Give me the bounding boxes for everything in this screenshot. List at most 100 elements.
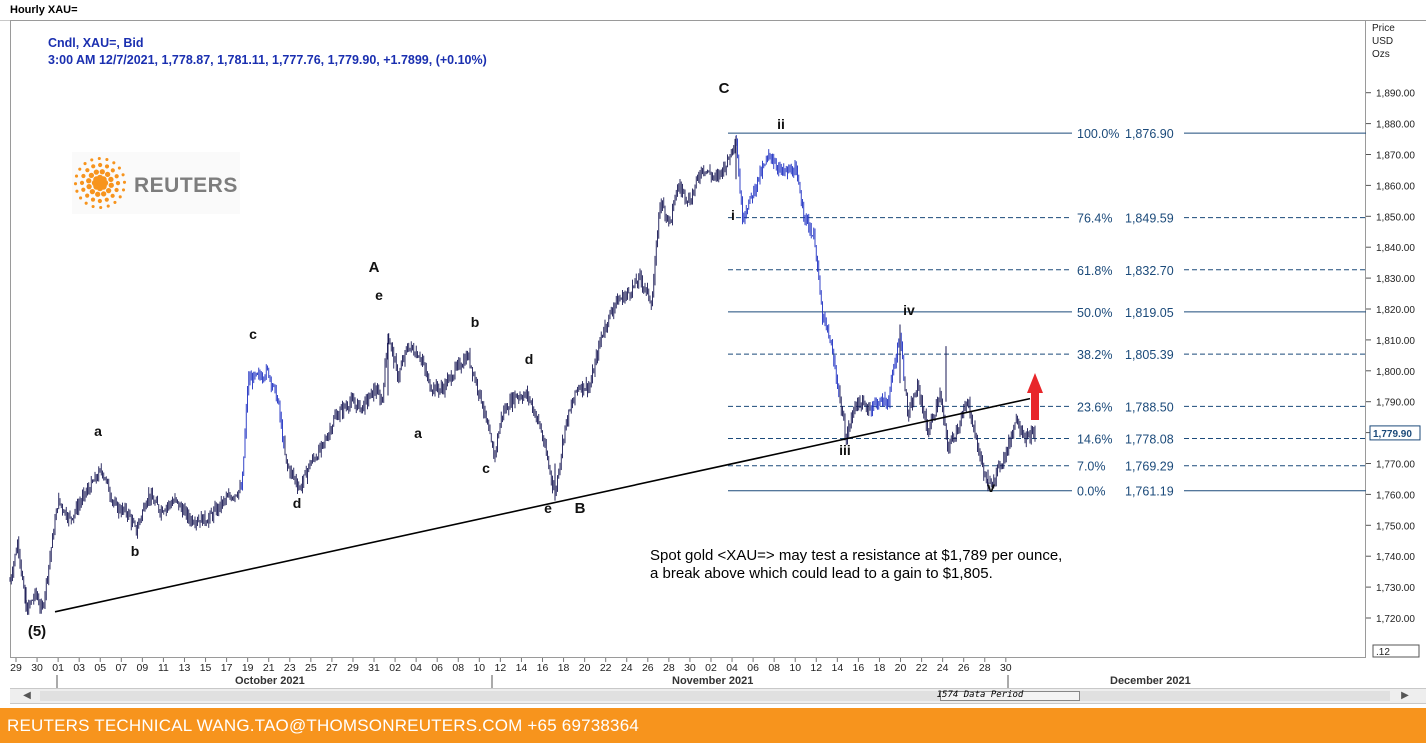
fib-label-bg bbox=[1072, 304, 1184, 319]
breakout-arrow bbox=[1027, 373, 1043, 420]
last-price-label: 1,779.90 bbox=[1373, 429, 1412, 440]
axis-title-currency: USD bbox=[1372, 36, 1394, 47]
price-axis[interactable] bbox=[1366, 20, 1426, 658]
fib-percent-label: 61.8% bbox=[1077, 264, 1112, 278]
scroll-right-icon[interactable]: ▶ bbox=[1401, 690, 1409, 701]
wave-label: c bbox=[482, 460, 490, 476]
fib-percent-label: 100.0% bbox=[1077, 127, 1119, 141]
fib-label-bg bbox=[1072, 126, 1184, 141]
logo-dot bbox=[90, 158, 94, 162]
x-tick-label: 24 bbox=[937, 662, 949, 674]
logo-dot bbox=[114, 187, 119, 193]
x-tick-label: 03 bbox=[73, 662, 85, 674]
x-tick-label: 12 bbox=[495, 662, 507, 674]
x-tick-label: 28 bbox=[979, 662, 991, 674]
x-tick-label: 30 bbox=[31, 662, 43, 674]
scale-box-label: .12 bbox=[1376, 647, 1390, 658]
logo-dot bbox=[112, 161, 116, 165]
scroll-thumb[interactable] bbox=[940, 691, 1080, 701]
fib-label-bg bbox=[1072, 399, 1184, 414]
x-tick-label: 20 bbox=[579, 662, 591, 674]
logo-dot bbox=[99, 205, 103, 210]
x-tick-label: 16 bbox=[853, 662, 865, 674]
logo-dot bbox=[108, 182, 114, 188]
logo-dot bbox=[93, 169, 99, 175]
wave-label: a bbox=[94, 423, 102, 439]
x-tick-label: 22 bbox=[916, 662, 928, 674]
x-tick-label: 18 bbox=[874, 662, 886, 674]
fib-percent-label: 50.0% bbox=[1077, 306, 1112, 320]
logo-dot bbox=[83, 162, 87, 166]
x-tick-label: 23 bbox=[284, 662, 296, 674]
fib-label-bg bbox=[1072, 431, 1184, 446]
x-tick-label: 15 bbox=[200, 662, 212, 674]
x-tick-label: 28 bbox=[663, 662, 675, 674]
x-tick-label: 08 bbox=[452, 662, 464, 674]
scroll-left-icon[interactable]: ◀ bbox=[23, 690, 31, 701]
logo-dot bbox=[84, 201, 88, 205]
fib-percent-label: 38.2% bbox=[1077, 348, 1112, 362]
x-tick-label: 09 bbox=[137, 662, 149, 674]
wave-label: d bbox=[293, 495, 302, 511]
x-tick-label: 14 bbox=[831, 662, 843, 674]
y-axis-ticks: 1,720.00 1,730.00 1,740.00 1,750.00 1,760.00… bbox=[1366, 89, 1421, 658]
y-tick-label: 1,850.00 bbox=[1376, 212, 1415, 223]
x-tick-label: 05 bbox=[94, 662, 106, 674]
logo-dot bbox=[108, 176, 114, 182]
y-tick-label: 1,740.00 bbox=[1376, 552, 1415, 563]
wave-label: (5) bbox=[28, 623, 46, 640]
horizontal-scrollbar[interactable]: ◀ ▶ bbox=[10, 688, 1426, 704]
wave-label: iii bbox=[839, 442, 851, 458]
fib-label-bg bbox=[1072, 347, 1184, 362]
wave-label: e bbox=[375, 287, 383, 303]
axis-title-price: Price bbox=[1372, 23, 1395, 34]
y-tick-label: 1,830.00 bbox=[1376, 274, 1415, 285]
x-tick-label: 04 bbox=[410, 662, 422, 674]
logo-dot bbox=[113, 200, 117, 204]
y-tick-label: 1,790.00 bbox=[1376, 398, 1415, 409]
x-tick-label: 02 bbox=[705, 662, 717, 674]
scroll-track[interactable] bbox=[40, 691, 1390, 701]
logo-dot bbox=[99, 169, 105, 175]
last-price-box bbox=[1369, 425, 1421, 441]
wave-label: i bbox=[731, 207, 735, 223]
wave-label: a bbox=[414, 425, 422, 441]
instrument-header: Cndl, XAU=, Bid bbox=[48, 36, 144, 50]
logo-dot bbox=[73, 182, 78, 186]
logo-dot bbox=[74, 174, 79, 178]
x-tick-label: 29 bbox=[10, 662, 22, 674]
wave-label: A bbox=[369, 259, 380, 276]
logo-dot bbox=[97, 198, 102, 204]
fib-percent-label: 7.0% bbox=[1077, 460, 1106, 474]
y-tick-label: 1,890.00 bbox=[1376, 89, 1415, 100]
wave-label: v bbox=[987, 479, 995, 495]
y-tick-label: 1,810.00 bbox=[1376, 336, 1415, 347]
logo-dot bbox=[110, 168, 115, 173]
logo-dot bbox=[78, 167, 82, 171]
wave-label: b bbox=[471, 314, 480, 330]
wave-label: ii bbox=[777, 116, 785, 132]
logo-dot bbox=[105, 187, 112, 194]
wave-label: d bbox=[525, 351, 534, 367]
month-label-november: November 2021 bbox=[672, 675, 754, 687]
plot-area[interactable] bbox=[10, 20, 1366, 658]
wave-label: B bbox=[575, 500, 586, 517]
logo-dot bbox=[104, 171, 111, 178]
x-tick-label: 06 bbox=[747, 662, 759, 674]
wave-label: c bbox=[249, 326, 257, 342]
fib-percent-label: 23.6% bbox=[1077, 400, 1112, 414]
candles bbox=[9, 134, 1036, 615]
x-tick-label: 08 bbox=[768, 662, 780, 674]
logo-dot bbox=[89, 188, 96, 195]
x-tick-label: 26 bbox=[642, 662, 654, 674]
fib-value-label: 1,832.70 bbox=[1125, 264, 1174, 278]
x-tick-label: 10 bbox=[473, 662, 485, 674]
logo-dot bbox=[79, 180, 85, 185]
month-label-october: October 2021 bbox=[235, 675, 305, 687]
fib-value-label: 1,761.19 bbox=[1125, 485, 1174, 499]
x-tick-label: 01 bbox=[52, 662, 64, 674]
x-tick-label: 13 bbox=[179, 662, 191, 674]
logo-dot bbox=[104, 164, 110, 169]
trendline bbox=[54, 397, 1031, 613]
